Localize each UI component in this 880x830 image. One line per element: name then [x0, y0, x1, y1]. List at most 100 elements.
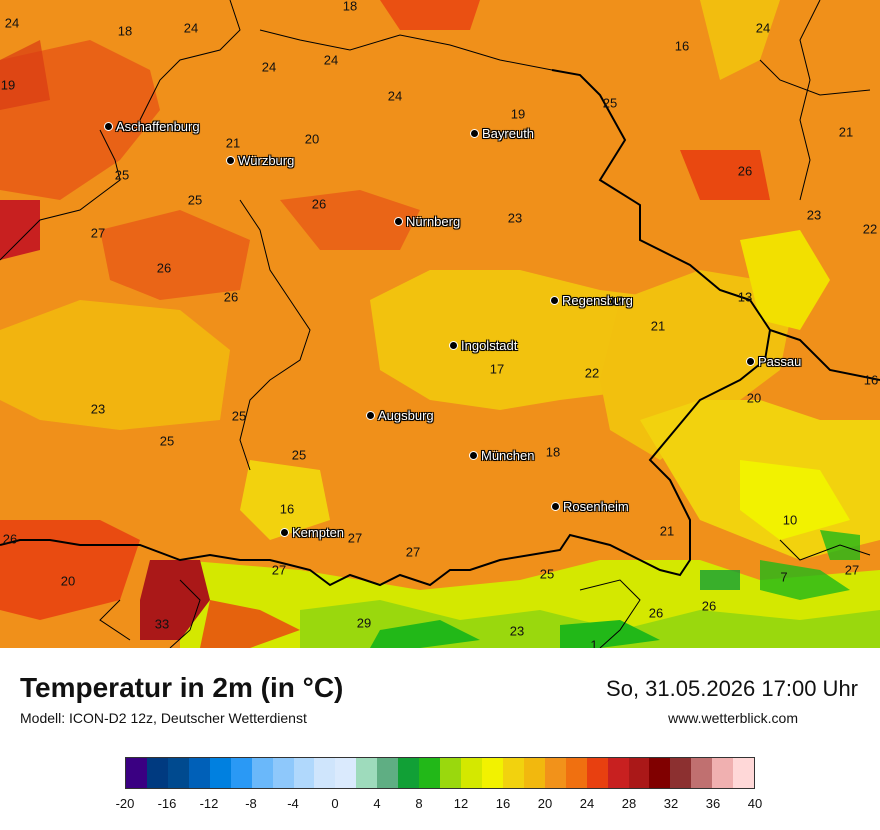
legend-color-step [670, 758, 692, 788]
legend-tick-label: 24 [579, 796, 595, 811]
city-label: Rosenheim [563, 499, 629, 514]
legend-color-step [712, 758, 734, 788]
city-muenchen: München [469, 448, 534, 463]
city-aschaffenburg: Aschaffenburg [104, 119, 200, 134]
city-marker-icon [746, 357, 755, 366]
temperature-value: 20 [60, 573, 76, 589]
temperature-value: 24 [183, 20, 199, 36]
city-rosenheim: Rosenheim [551, 499, 629, 514]
temperature-value: 23 [90, 401, 106, 417]
legend-tick-label: -8 [245, 796, 257, 811]
city-label: Passau [758, 354, 802, 369]
temperature-value: 26 [701, 598, 717, 614]
legend-tick-label: 36 [705, 796, 721, 811]
city-marker-icon [394, 217, 403, 226]
temperature-value: 21 [650, 318, 666, 334]
temperature-value: 24 [387, 88, 403, 104]
legend-tick-label: -20 [115, 796, 135, 811]
legend-tick-label: 32 [663, 796, 679, 811]
temperature-value: 33 [154, 616, 170, 632]
temperature-value: 26 [2, 531, 18, 547]
temperature-value: 25 [159, 433, 175, 449]
legend-color-step [230, 758, 252, 788]
legend-color-step [188, 758, 210, 788]
legend-color-step [523, 758, 545, 788]
temperature-value: 24 [323, 52, 339, 68]
map-title: Temperatur in 2m (in °C) [20, 672, 344, 703]
legend-color-step [209, 758, 231, 788]
forecast-datetime: So, 31.05.2026 17:00 Uhr [606, 676, 858, 701]
legend-color-step [419, 758, 441, 788]
temperature-value: 25 [291, 447, 307, 463]
legend-tick-label: 40 [747, 796, 763, 811]
temperature-value: 20 [304, 131, 320, 147]
temperature-value: 25 [187, 192, 203, 208]
temperature-value: 25 [539, 566, 555, 582]
temperature-value: 21 [659, 523, 675, 539]
city-bayreuth: Bayreuth [470, 126, 534, 141]
legend-color-step [607, 758, 629, 788]
legend-color-step [146, 758, 168, 788]
temperature-value: 25 [602, 95, 618, 111]
legend-color-step [377, 758, 399, 788]
temperature-value: 27 [347, 530, 363, 546]
legend-color-step [272, 758, 294, 788]
city-marker-icon [550, 296, 559, 305]
color-scale-legend [125, 757, 755, 789]
legend-tick-label: 20 [537, 796, 553, 811]
temperature-value: 22 [862, 221, 878, 237]
city-label: Aschaffenburg [116, 119, 200, 134]
temperature-value: 25 [231, 408, 247, 424]
legend-tick-label: 0 [331, 796, 339, 811]
legend-color-step [398, 758, 420, 788]
temperature-value: 26 [311, 196, 327, 212]
city-label: Bayreuth [482, 126, 535, 141]
temperature-value: 21 [838, 124, 854, 140]
legend-color-step [126, 758, 147, 788]
city-passau: Passau [746, 354, 801, 369]
city-wuerzburg: Würzburg [226, 153, 294, 168]
temperature-value: 24 [755, 20, 771, 36]
city-marker-icon [470, 129, 479, 138]
temperature-value: 26 [648, 605, 664, 621]
legend-tick-label: -16 [157, 796, 177, 811]
city-augsburg: Augsburg [366, 408, 434, 423]
city-label: Regensburg [562, 293, 633, 308]
legend-tick-label: 16 [495, 796, 511, 811]
legend-color-step [691, 758, 713, 788]
legend-color-step [293, 758, 315, 788]
temperature-value: 16 [674, 38, 690, 54]
temperature-value: 27 [271, 562, 287, 578]
legend-color-step [628, 758, 650, 788]
city-label: Würzburg [238, 153, 295, 168]
city-marker-icon [469, 451, 478, 460]
temperature-value: 27 [844, 562, 860, 578]
temperature-value: 18 [342, 0, 358, 14]
city-label: Kempten [292, 525, 345, 540]
temperature-value: 27 [90, 225, 106, 241]
color-scale-ticks: -20 -16 -12 -8 -4 0 4 8 12 16 20 24 28 32 36 40 [116, 796, 763, 816]
map-footer: Temperatur in 2m (in °C) Modell: ICON-D2… [0, 648, 880, 830]
temperature-value: 1 [590, 637, 598, 649]
city-marker-icon [104, 122, 113, 131]
temperature-value: 10 [782, 512, 798, 528]
temperature-value: 29 [356, 615, 372, 631]
temperature-value: 16 [279, 501, 295, 517]
city-marker-icon [226, 156, 235, 165]
legend-tick-label: 28 [621, 796, 637, 811]
temperature-value: 16 [863, 372, 879, 388]
city-label: Ingolstadt [461, 338, 518, 353]
legend-color-step [461, 758, 482, 788]
temperature-value: 22 [584, 365, 600, 381]
legend-color-step [251, 758, 273, 788]
city-marker-icon [449, 341, 458, 350]
temperature-value: 17 [608, 293, 624, 309]
legend-color-step [167, 758, 189, 788]
temperature-value: 7 [780, 569, 788, 585]
temperature-map: Aschaffenburg Würzburg Bayreuth Nürnberg… [0, 0, 880, 648]
legend-tick-label: -4 [287, 796, 299, 811]
city-marker-icon [366, 411, 375, 420]
temperature-value: 20 [746, 390, 762, 406]
temperature-value: 23 [509, 623, 525, 639]
legend-color-step [335, 758, 357, 788]
